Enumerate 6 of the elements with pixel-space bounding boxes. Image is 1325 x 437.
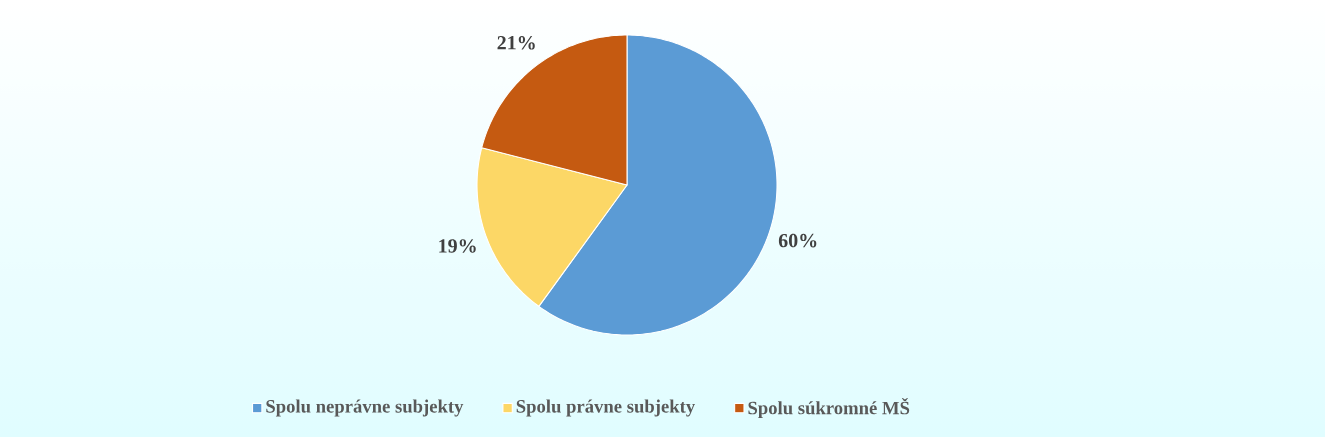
data-label: 21% xyxy=(497,36,535,50)
data-label: 19% xyxy=(439,239,476,253)
legend-label: Spolu právne subjekty xyxy=(516,399,695,417)
legend-label: Spolu súkromné MŠ xyxy=(748,397,910,419)
data-label: 60% xyxy=(778,233,817,248)
legend-label: Spolu neprávne subjekty xyxy=(266,399,464,417)
